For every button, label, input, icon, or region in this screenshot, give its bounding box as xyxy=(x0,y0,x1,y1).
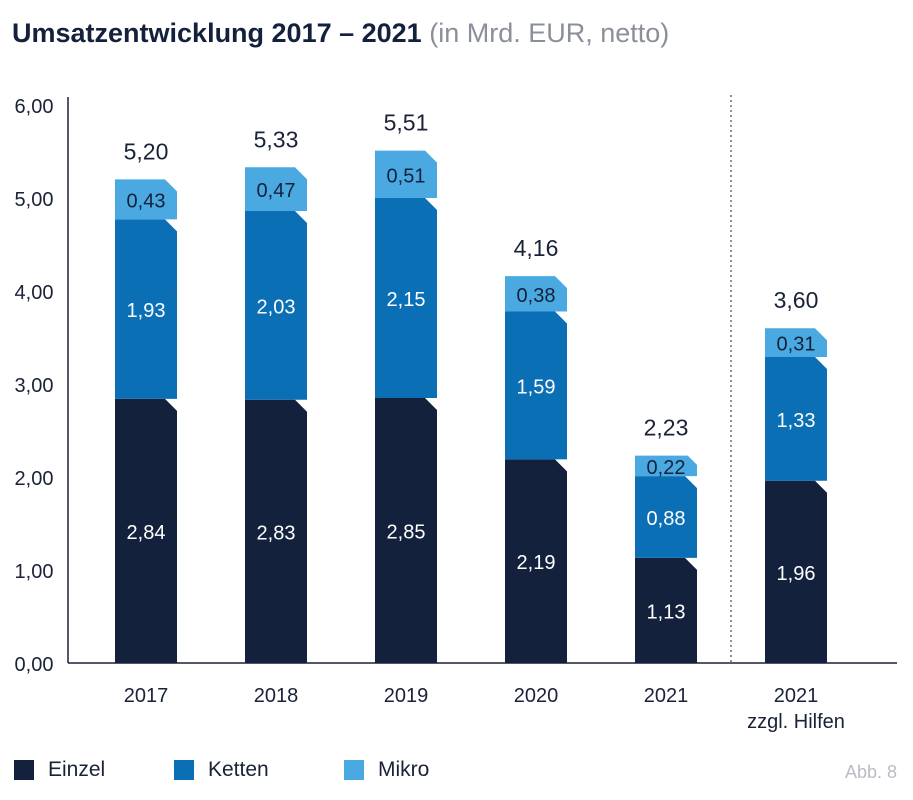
data-label-mikro: 0,31 xyxy=(777,334,816,356)
bar-segment-ketten xyxy=(765,357,827,481)
legend-item-ketten: Ketten xyxy=(174,758,269,782)
legend-item-einzel: Einzel xyxy=(14,758,105,782)
bar-segment-mikro xyxy=(245,167,307,212)
bar-segment-einzel xyxy=(115,398,177,663)
bar-segment-ketten xyxy=(115,219,177,399)
data-label-ketten: 0,88 xyxy=(647,508,686,530)
data-label-mikro: 0,22 xyxy=(647,457,686,479)
data-label-mikro: 0,43 xyxy=(127,190,166,212)
y-tick-label: 3,00 xyxy=(15,375,54,397)
data-label-ketten: 1,93 xyxy=(127,300,166,322)
data-label-einzel: 2,84 xyxy=(127,522,166,544)
data-label-ketten: 2,15 xyxy=(387,289,426,311)
y-tick-label: 5,00 xyxy=(15,189,54,211)
data-label-ketten: 1,33 xyxy=(777,410,816,432)
y-tick-label: 0,00 xyxy=(15,654,54,676)
data-label-einzel: 2,83 xyxy=(257,522,296,544)
x-tick-label: 2021 xyxy=(774,685,819,707)
data-label-einzel: 1,96 xyxy=(777,563,816,585)
data-label-ketten: 2,03 xyxy=(257,296,296,318)
total-label: 5,33 xyxy=(254,126,299,152)
x-tick-label: 2021 xyxy=(644,685,689,707)
data-label-einzel: 1,13 xyxy=(647,601,686,623)
chart-title-main: Umsatzentwicklung 2017 – 2021 xyxy=(12,18,422,48)
total-label: 5,20 xyxy=(124,138,169,164)
bar-segment-ketten xyxy=(375,198,437,398)
legend-label-einzel: Einzel xyxy=(48,758,106,781)
x-tick-label: 2019 xyxy=(384,685,429,707)
total-label: 4,16 xyxy=(514,235,559,261)
bar-segment-einzel xyxy=(765,480,827,663)
data-label-ketten: 1,59 xyxy=(517,376,556,398)
x-tick-label: zzgl. Hilfen xyxy=(747,711,845,733)
bar-segment-mikro xyxy=(765,328,827,358)
legend-swatch-mikro xyxy=(344,760,364,780)
bar-segment-einzel xyxy=(245,399,307,663)
total-label: 2,23 xyxy=(644,415,689,441)
y-tick-label: 2,00 xyxy=(15,468,54,490)
legend-swatch-einzel xyxy=(14,760,34,780)
x-tick-label: 2018 xyxy=(254,685,299,707)
bar-segment-mikro xyxy=(635,455,697,477)
data-label-mikro: 0,38 xyxy=(517,285,556,307)
x-tick-label: 2020 xyxy=(514,685,559,707)
bar-segment-ketten xyxy=(245,211,307,400)
chart-subtitle: (in Mrd. EUR, netto) xyxy=(429,18,670,48)
bar-segment-mikro xyxy=(505,276,567,312)
bar-segment-ketten xyxy=(505,311,567,460)
legend-label-mikro: Mikro xyxy=(378,758,430,781)
bar-segment-mikro xyxy=(115,179,177,220)
figure-label: Abb. 8 xyxy=(844,762,897,782)
bar-segment-ketten xyxy=(635,476,697,558)
total-label: 3,60 xyxy=(774,287,819,313)
y-tick-label: 4,00 xyxy=(15,282,54,304)
bar-segment-einzel xyxy=(375,397,437,663)
bar-segment-einzel xyxy=(505,459,567,663)
data-label-mikro: 0,51 xyxy=(387,165,426,187)
legend-label-ketten: Ketten xyxy=(208,758,269,781)
x-tick-label: 2017 xyxy=(124,685,169,707)
data-label-mikro: 0,47 xyxy=(257,180,296,202)
bar-segment-einzel xyxy=(635,557,697,663)
y-tick-label: 6,00 xyxy=(15,96,54,118)
y-tick-label: 1,00 xyxy=(15,561,54,583)
data-label-einzel: 2,85 xyxy=(387,521,426,543)
total-label: 5,51 xyxy=(384,110,429,136)
legend-swatch-ketten xyxy=(174,760,194,780)
bar-segment-mikro xyxy=(375,150,437,198)
legend-item-mikro: Mikro xyxy=(344,758,429,782)
chart-title: Umsatzentwicklung 2017 – 2021 (in Mrd. E… xyxy=(12,18,669,49)
data-label-einzel: 2,19 xyxy=(517,552,556,574)
stacked-bar-chart: 0,00 1,00 2,00 3,00 4,00 5,00 6,00 2,84 1,93 0,43… xyxy=(15,95,897,733)
